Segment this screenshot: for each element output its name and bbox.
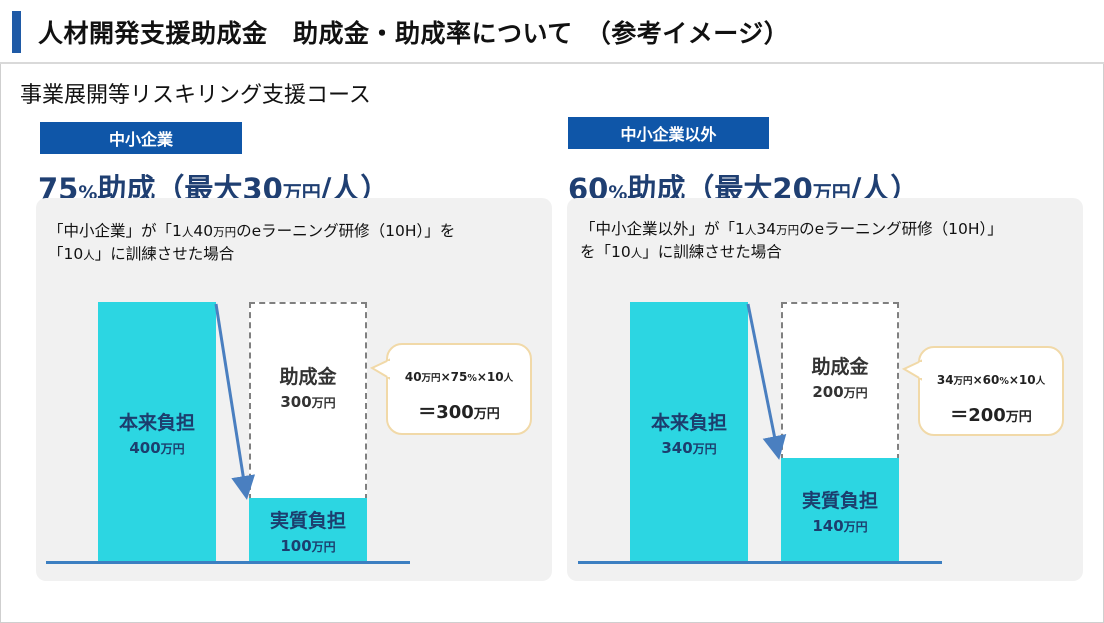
- badge-sme: 中小企業: [40, 122, 242, 154]
- desc-line-2: を「10人」に訓練させた場合: [580, 243, 782, 261]
- bar-actual-burden-sme: 実質負担 100万円: [249, 498, 367, 562]
- course-subtitle: 事業展開等リスキリング支援コース: [20, 83, 371, 108]
- callout-pointer-non-sme: [901, 359, 922, 381]
- desc-line-1: 「中小企業」が「1人40万円のeラーニング研修（10H）」を: [48, 222, 456, 240]
- desc-line-2: 「10人」に訓練させた場合: [48, 245, 235, 263]
- bar-original-burden-non-sme: 本来負担 340万円: [630, 302, 748, 562]
- arrow-reduction-non-sme: [746, 303, 787, 460]
- callout-formula-non-sme: 34万円×60%×10人 ＝200万円: [918, 346, 1064, 436]
- desc-sme: 「中小企業」が「1人40万円のeラーニング研修（10H）」を 「10人」に訓練さ…: [48, 220, 455, 266]
- bar-original-burden-sme: 本来負担 400万円: [98, 302, 216, 562]
- baseline-non-sme: [578, 561, 942, 564]
- box-subsidy-sme: 助成金 300万円: [249, 302, 367, 500]
- baseline-sme: [46, 561, 410, 564]
- callout-formula-sme: 40万円×75%×10人 ＝300万円: [386, 343, 532, 435]
- box-subsidy-non-sme: 助成金 200万円: [781, 302, 899, 460]
- page-title: 人材開発支援助成金 助成金・助成率について （参考イメージ）: [38, 19, 790, 48]
- arrow-reduction-sme: [214, 303, 256, 500]
- badge-non-sme: 中小企業以外: [568, 117, 769, 149]
- desc-non-sme: 「中小企業以外」が「1人34万円のeラーニング研修（10H）」 を「10人」に訓…: [580, 218, 1003, 264]
- desc-line-1: 「中小企業以外」が「1人34万円のeラーニング研修（10H）」: [580, 220, 1003, 238]
- header-accent-bar: [12, 11, 21, 53]
- callout-pointer-sme: [369, 358, 390, 380]
- bar-actual-burden-non-sme: 実質負担 140万円: [781, 458, 899, 562]
- slide-header: 人材開発支援助成金 助成金・助成率について （参考イメージ）: [0, 0, 1104, 64]
